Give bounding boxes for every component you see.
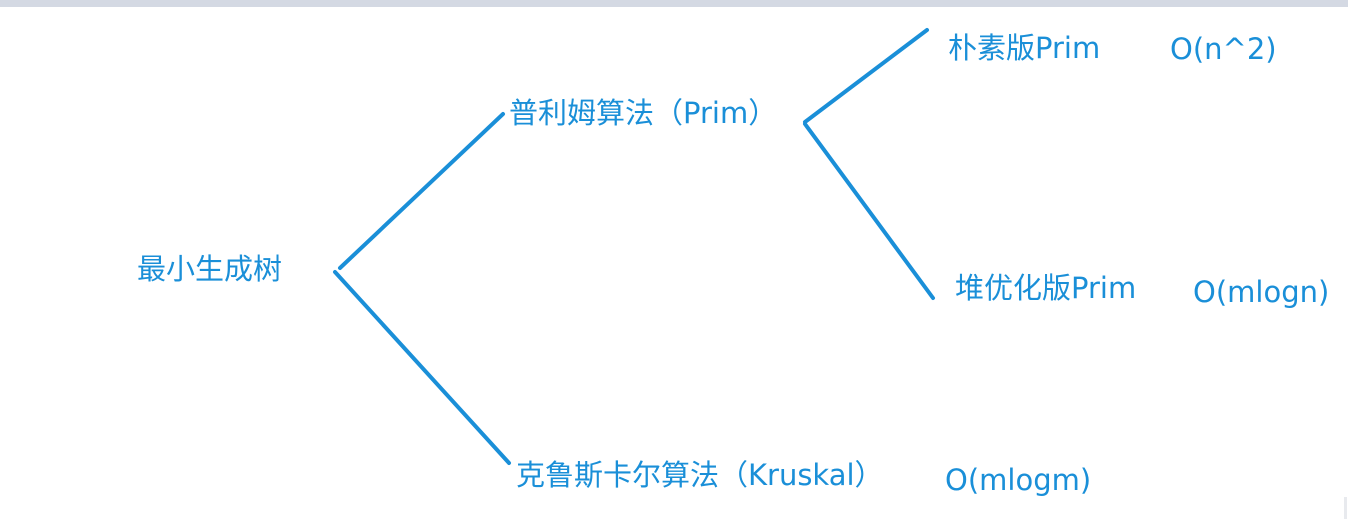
complexity-kruskal: O(mlogm) xyxy=(945,463,1092,497)
page-edge-marker xyxy=(1344,497,1347,519)
edge-root-to-prim xyxy=(338,112,505,270)
node-kruskal: 克鲁斯卡尔算法（Kruskal） xyxy=(516,458,884,492)
complexity-heap-prim: O(mlogn) xyxy=(1193,275,1330,309)
edge-prim-to-naive xyxy=(803,28,929,124)
node-mst-root: 最小生成树 xyxy=(137,252,283,286)
edge-root-to-kruskal xyxy=(333,270,511,465)
top-border xyxy=(0,0,1348,7)
edge-prim-to-heap xyxy=(803,122,935,300)
complexity-naive-prim: O(n^2) xyxy=(1170,32,1277,66)
node-prim: 普利姆算法（Prim） xyxy=(509,96,778,130)
node-heap-prim: 堆优化版Prim xyxy=(955,271,1137,305)
node-naive-prim: 朴素版Prim xyxy=(948,31,1101,65)
